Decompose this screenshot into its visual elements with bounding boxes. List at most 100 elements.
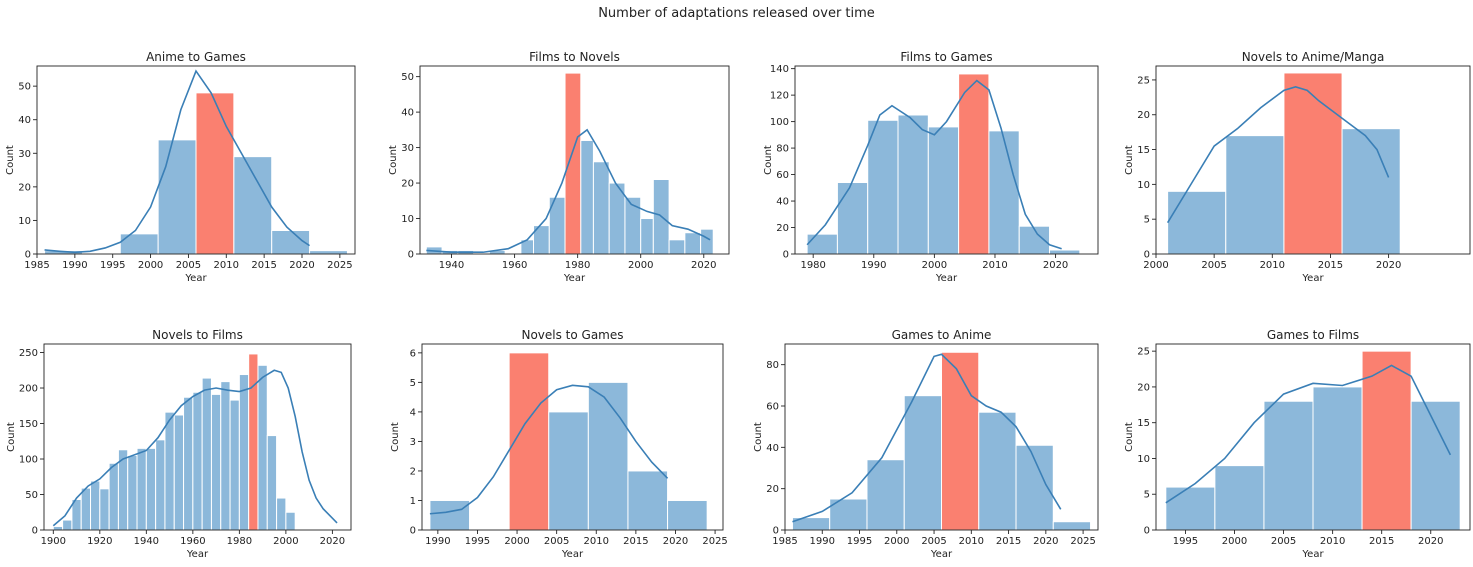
x-tick-label: 2010 [1260, 260, 1285, 271]
axes-frame [36, 65, 356, 255]
kde-line [1165, 364, 1452, 504]
y-tick-label: 100 [19, 455, 38, 466]
x-tick-label: 2015 [251, 260, 276, 271]
chart-title: Novels to Films [152, 328, 243, 342]
x-tick-label: 2025 [702, 536, 727, 547]
histogram-bar [173, 414, 185, 531]
x-axis-label: Year [184, 273, 207, 284]
x-tick-label: 1940 [439, 260, 464, 271]
histogram-bar [229, 399, 240, 531]
histogram-bar [548, 411, 589, 531]
histogram-bar-highlight [508, 352, 550, 531]
y-tick-label: 10 [18, 216, 31, 227]
x-tick-label: 1980 [565, 260, 590, 271]
histogram-bar [136, 447, 147, 531]
x-tick-label: 2000 [138, 260, 163, 271]
x-tick-label: 1980 [800, 260, 825, 271]
histogram-bar [238, 374, 250, 531]
x-axis-label: Year [561, 549, 584, 560]
y-tick-label: 1 [410, 496, 416, 507]
histogram-bar [201, 377, 212, 531]
histogram-bar [866, 459, 905, 531]
y-axis-label: Count [6, 422, 17, 452]
y-tick-label: 20 [401, 179, 414, 190]
chart-title: Games to Anime [892, 328, 992, 342]
axes-frame [784, 343, 1099, 531]
x-axis-label: Year [1301, 549, 1324, 560]
histogram-bar [903, 395, 942, 531]
histogram-bar [157, 139, 197, 255]
histogram-bar [164, 411, 175, 531]
chart-title: Films to Novels [529, 50, 620, 64]
y-tick-label: 40 [776, 197, 789, 208]
histogram-bar [429, 499, 471, 531]
y-tick-label: 50 [25, 490, 38, 501]
x-tick-label: 2015 [623, 536, 648, 547]
histogram-bar [80, 487, 92, 531]
x-tick-label: 1990 [861, 260, 886, 271]
y-tick-label: 5 [1144, 490, 1150, 501]
axes-frame [1155, 65, 1471, 255]
y-tick-label: 150 [19, 419, 38, 430]
histogram-bar-highlight [1361, 350, 1412, 531]
y-tick-label: 20 [1137, 110, 1150, 121]
axes-frame [1155, 343, 1471, 531]
y-tick-label: 0 [408, 250, 414, 261]
histogram-bar-highlight [195, 92, 235, 255]
kde-line [426, 128, 711, 254]
x-axis-label: Year [935, 273, 958, 284]
histogram-bar [1052, 521, 1092, 531]
histogram-bar-highlight [941, 351, 980, 531]
histogram-bar [1225, 135, 1285, 255]
y-tick-label: 30 [18, 149, 31, 160]
y-tick-label: 0 [25, 250, 31, 261]
y-axis-label: Count [753, 422, 764, 452]
histogram-bar [627, 470, 669, 531]
x-tick-label: 1960 [180, 536, 205, 547]
y-tick-label: 10 [1137, 180, 1150, 191]
x-tick-label: 2005 [1271, 536, 1296, 547]
x-tick-label: 2010 [1320, 536, 1345, 547]
y-axis-label: Count [1124, 145, 1135, 175]
histogram-bar [155, 439, 166, 531]
kde-line [429, 384, 669, 515]
y-tick-label: 0 [773, 526, 779, 537]
histogram-bar-highlight [1283, 72, 1343, 255]
x-tick-label: 2000 [504, 536, 529, 547]
histogram-bar [233, 156, 273, 255]
y-tick-label: 5 [410, 378, 416, 389]
y-tick-label: 40 [766, 443, 779, 454]
y-tick-label: 50 [18, 82, 31, 93]
x-axis-label: Year [930, 549, 953, 560]
kde-line [52, 369, 338, 527]
y-tick-label: 0 [1144, 526, 1150, 537]
histogram-bar [285, 511, 296, 531]
y-axis-label: Count [388, 145, 399, 175]
x-tick-label: 2000 [1143, 260, 1168, 271]
x-tick-label: 2015 [1369, 536, 1394, 547]
x-tick-label: 2005 [1201, 260, 1226, 271]
chart-title: Novels to Games [521, 328, 623, 342]
histogram-bar [1049, 249, 1081, 255]
y-tick-label: 0 [783, 250, 789, 261]
y-tick-label: 20 [1137, 382, 1150, 393]
histogram-bar [309, 250, 348, 255]
kde-line [1166, 86, 1390, 224]
x-tick-label: 1995 [847, 536, 872, 547]
chart-panel: 2000 2005 2010 2015 2020 0 5 10 15 20 25 Novels to … [1124, 50, 1471, 284]
histogram-bar [684, 232, 702, 255]
x-tick-label: 2005 [176, 260, 201, 271]
x-tick-label: 1990 [425, 536, 450, 547]
chart-panel: 1980 1990 2000 2010 2020 0 20 40 60 80 100 120 140 Fi… [763, 50, 1099, 284]
y-tick-label: 100 [770, 117, 789, 128]
histogram-bar [266, 435, 278, 531]
x-tick-label: 1995 [1173, 536, 1198, 547]
x-tick-label: 2020 [320, 536, 345, 547]
histogram-bar [668, 239, 686, 255]
histogram-bar-highlight [958, 73, 990, 255]
y-tick-label: 15 [1137, 145, 1150, 156]
y-tick-label: 10 [401, 214, 414, 225]
x-tick-label: 2000 [1222, 536, 1247, 547]
histogram-bar [806, 233, 838, 255]
y-tick-label: 60 [776, 170, 789, 181]
